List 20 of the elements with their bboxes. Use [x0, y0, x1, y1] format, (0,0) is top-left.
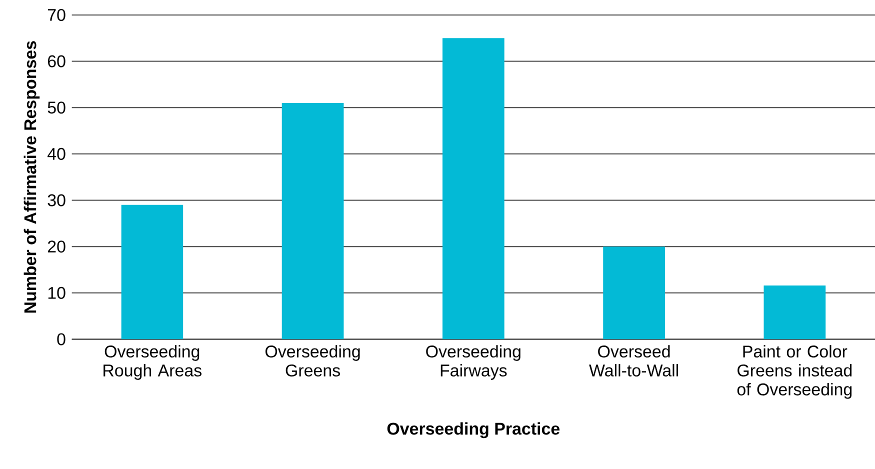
x-tick-label: Overseeding Rough Areas	[104, 345, 202, 380]
y-tick-label: 0	[57, 333, 66, 346]
bar	[121, 204, 184, 340]
bar	[282, 103, 344, 340]
y-tick-label: 10	[48, 286, 66, 299]
y-tick-label: 40	[48, 148, 66, 160]
y-tick-label: 70	[48, 8, 66, 22]
y-tick-label: 20	[48, 240, 66, 253]
y-tick-label: 50	[48, 102, 66, 114]
bar	[764, 286, 826, 340]
y-tick-label: 60	[48, 55, 66, 68]
x-tick-label: Overseeding Fairways	[426, 345, 520, 380]
x-tick-label: Overseed Wall-to-Wall	[589, 345, 678, 377]
bar	[442, 38, 504, 340]
bar	[603, 246, 665, 340]
x-tick-label: Overseeding Greens	[266, 345, 360, 377]
y-tick-label: 30	[48, 194, 66, 206]
y-axis-title: Number of Affirmative Responses	[24, 41, 40, 313]
x-tick-label: Paint or Color Greens instead of Overseeding	[737, 345, 852, 399]
x-axis-title: Overseeding Practice	[387, 422, 560, 438]
